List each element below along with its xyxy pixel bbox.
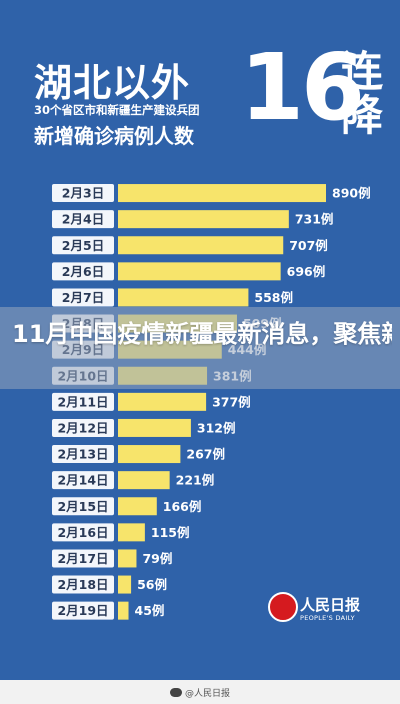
category-label: 2月5日 [62,238,104,253]
category-label-bg [52,575,114,594]
logo-text: 人民日报 [300,596,361,614]
bar [118,392,207,411]
category-label-bg [52,418,114,437]
bar [118,445,181,464]
value-label: 267例 [186,447,225,462]
jiang-char: 降 [340,91,383,140]
value-label: 890例 [332,186,371,201]
bar [118,262,281,281]
category-label-bg [52,236,114,255]
value-label: 56例 [137,577,167,592]
value-label: 166例 [163,499,202,514]
category-label: 2月14日 [57,473,108,488]
watermark-footer: @人民日报 [0,680,400,704]
category-label-bg [52,471,114,490]
category-label: 2月15日 [57,499,108,514]
category-label-bg [52,523,114,542]
lian-char: 连 [340,47,383,96]
category-label: 2月11日 [57,394,108,409]
value-label: 221例 [176,473,215,488]
bar [118,184,326,203]
bar [118,575,132,594]
title-sub: 30个省区市和新疆生产建设兵团 [34,103,200,117]
category-label-bg [52,288,114,307]
category-label: 2月4日 [62,212,104,227]
logo-english: PEOPLE'S DAILY [300,614,355,622]
value-label: 696例 [287,264,326,279]
bar [118,471,170,490]
category-label: 2月12日 [57,420,108,435]
title-overlay [0,307,400,389]
category-label: 2月19日 [57,603,108,618]
footer-text: @人民日报 [184,689,230,699]
bar [118,601,129,620]
category-label-bg [52,262,114,281]
category-label: 2月13日 [57,447,108,462]
category-label: 2月3日 [62,186,104,201]
bar [118,497,157,516]
bar [118,288,249,307]
value-label: 312例 [197,420,236,435]
overlay-title: 11月中国疫情新疆最新消息，聚焦新疆，11月 [12,320,392,348]
bar [118,210,289,229]
category-label: 2月18日 [57,577,108,592]
category-label: 2月17日 [57,551,108,566]
category-label: 2月16日 [57,525,108,540]
bar [118,523,145,542]
header: 湖北以外 30个省区市和新疆生产建设兵团 新增确诊病例人数 16 连 降 [34,42,383,150]
value-label: 558例 [254,290,293,305]
title-sub2: 新增确诊病例人数 [34,124,194,148]
bar [118,236,284,255]
category-label-bg [52,210,114,229]
weibo-icon [169,688,182,697]
category-label-bg [52,445,114,464]
category-label: 2月6日 [62,264,104,279]
title-main: 湖北以外 [34,61,191,105]
value-label: 45例 [135,603,165,618]
footer-inner: @人民日报 [0,686,400,699]
category-label: 2月7日 [62,290,104,305]
category-label-bg [52,497,114,516]
category-label-bg [52,184,114,203]
value-label: 707例 [289,238,328,253]
value-label: 731例 [295,212,334,227]
peoples-daily-logo: 人民日报 PEOPLE'S DAILY [268,592,368,628]
value-label: 79例 [142,551,172,566]
bar [118,418,191,437]
value-label: 377例 [212,394,251,409]
category-label-bg [52,392,114,411]
value-label: 115例 [151,525,190,540]
logo-badge-icon [268,592,298,622]
bar [118,549,137,568]
category-label-bg [52,601,114,620]
lian-jiang: 连 降 [339,50,385,138]
category-label-bg [52,549,114,568]
big-number: 16 [240,34,365,141]
